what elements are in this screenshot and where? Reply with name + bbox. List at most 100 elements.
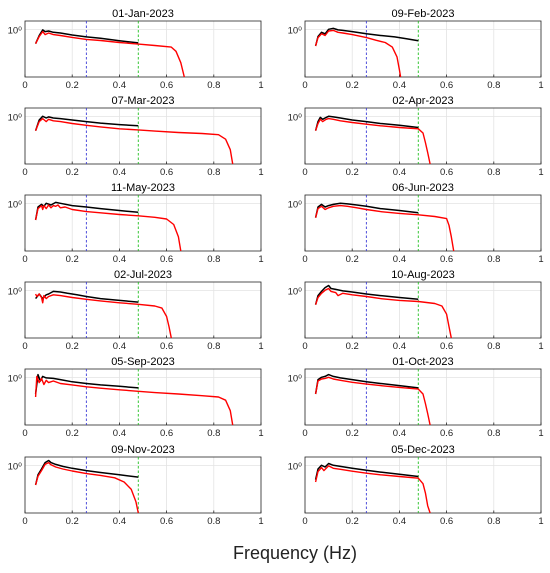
x-tick-label: 1 [538, 341, 543, 352]
series-red-line [314, 465, 431, 513]
axes-box [24, 20, 262, 78]
series-black-line [314, 202, 419, 218]
x-tick-label: 1 [538, 516, 543, 527]
y-tick-label: 10⁰ [288, 199, 303, 210]
x-tick-label: 0.2 [346, 167, 359, 178]
x-tick-label: 0.8 [207, 167, 220, 178]
series-black-line [314, 284, 419, 305]
x-tick-label: 0.4 [393, 516, 406, 527]
y-tick-label: 10⁰ [288, 112, 303, 123]
x-tick-label: 0.4 [113, 341, 126, 352]
x-tick-label: 0 [22, 254, 27, 265]
plot-area [34, 282, 172, 338]
series-black-line [34, 201, 139, 221]
x-tick-label: 0.6 [440, 254, 453, 265]
panel-6: 0 0.2 0.4 0.6 0.8 1 10⁰ 02-Jul-2023 [8, 269, 264, 352]
panel-title: 02-Apr-2023 [392, 95, 453, 107]
plot-area [34, 457, 139, 513]
series-red-line [314, 29, 402, 77]
x-tick-label: 1 [258, 428, 263, 439]
series-red-line [34, 461, 139, 513]
axes-box [304, 194, 542, 252]
x-tick-label: 0.6 [160, 428, 173, 439]
x-tick-label: 0.4 [393, 428, 406, 439]
panel-7: 0 0.2 0.4 0.6 0.8 1 10⁰ 10-Aug-2023 [288, 269, 544, 352]
x-tick-label: 0.8 [487, 428, 500, 439]
axes-box [304, 368, 542, 426]
x-tick-label: 0 [302, 167, 307, 178]
x-tick-label: 0.4 [393, 80, 406, 91]
plot-area [314, 457, 431, 513]
x-tick-label: 0 [302, 341, 307, 352]
x-tick-label: 0.2 [66, 254, 79, 265]
x-tick-label: 0.6 [440, 167, 453, 178]
x-tick-label: 1 [258, 80, 263, 91]
panel-title: 01-Oct-2023 [392, 356, 453, 368]
plot-area [314, 369, 431, 425]
x-tick-label: 0.4 [113, 167, 126, 178]
panel-title: 01-Jan-2023 [112, 8, 174, 20]
x-tick-label: 0.8 [487, 167, 500, 178]
series-black-line [34, 115, 139, 131]
x-tick-label: 0 [22, 516, 27, 527]
x-tick-label: 1 [538, 254, 543, 265]
x-tick-label: 0.8 [487, 516, 500, 527]
x-tick-label: 1 [258, 516, 263, 527]
series-black-line [34, 29, 139, 45]
x-tick-label: 0.6 [440, 80, 453, 91]
panel-title: 02-Jul-2023 [114, 269, 172, 281]
x-tick-label: 0.6 [440, 428, 453, 439]
y-tick-label: 10⁰ [8, 373, 23, 384]
series-red-line [314, 376, 431, 425]
axes-box [24, 194, 262, 252]
panel-9: 0 0.2 0.4 0.6 0.8 1 10⁰ 01-Oct-2023 [288, 356, 544, 439]
series-red-line [314, 204, 455, 251]
series-black-line [314, 27, 419, 47]
panel-title: 11-May-2023 [111, 182, 175, 194]
series-black-line [34, 459, 139, 486]
panel-11: 0 0.2 0.4 0.6 0.8 1 10⁰ 05-Dec-2023 [288, 444, 544, 527]
x-tick-label: 0.8 [487, 254, 500, 265]
axes-box [24, 107, 262, 165]
plot-area [314, 108, 431, 164]
x-tick-label: 0 [22, 167, 27, 178]
plot-area [34, 195, 182, 251]
x-tick-label: 1 [258, 167, 263, 178]
x-tick-label: 0.8 [487, 80, 500, 91]
series-black-line [314, 462, 419, 480]
plot-area [34, 369, 234, 425]
y-tick-label: 10⁰ [288, 286, 303, 297]
series-red-line [34, 204, 182, 251]
panel-title: 05-Sep-2023 [111, 356, 175, 368]
series-red-line [314, 117, 431, 164]
x-tick-label: 0.2 [66, 428, 79, 439]
x-tick-label: 0.6 [160, 516, 173, 527]
x-tick-label: 0.2 [66, 167, 79, 178]
x-tick-label: 0.4 [113, 516, 126, 527]
panel-title: 10-Aug-2023 [391, 269, 455, 281]
panel-title: 06-Jun-2023 [392, 182, 454, 194]
series-red-line [34, 375, 234, 425]
chart-panels: 0 0.2 0.4 0.6 0.8 1 10⁰ 01-Jan-2023 0 0.2 0.4 0.6 0.… [8, 8, 544, 527]
x-tick-label: 0.6 [160, 341, 173, 352]
x-tick-label: 0.4 [393, 167, 406, 178]
axes-box [24, 281, 262, 339]
panel-8: 0 0.2 0.4 0.6 0.8 1 10⁰ 05-Sep-2023 [8, 356, 264, 439]
x-tick-label: 0.2 [346, 341, 359, 352]
panel-title: 09-Nov-2023 [111, 444, 175, 456]
y-tick-label: 10⁰ [8, 199, 23, 210]
axes-box [304, 20, 542, 78]
x-tick-label: 0.2 [346, 516, 359, 527]
x-tick-label: 0.6 [440, 341, 453, 352]
x-tick-label: 0.8 [487, 341, 500, 352]
x-tick-label: 1 [258, 254, 263, 265]
series-red-line [34, 293, 172, 338]
y-tick-label: 10⁰ [8, 112, 23, 123]
x-tick-label: 0.8 [207, 428, 220, 439]
panel-10: 0 0.2 0.4 0.6 0.8 1 10⁰ 09-Nov-2023 [8, 444, 264, 527]
x-tick-label: 0.2 [66, 516, 79, 527]
y-tick-label: 10⁰ [288, 373, 303, 384]
x-tick-label: 0.4 [393, 341, 406, 352]
x-tick-label: 1 [258, 341, 263, 352]
x-tick-label: 0.6 [440, 516, 453, 527]
